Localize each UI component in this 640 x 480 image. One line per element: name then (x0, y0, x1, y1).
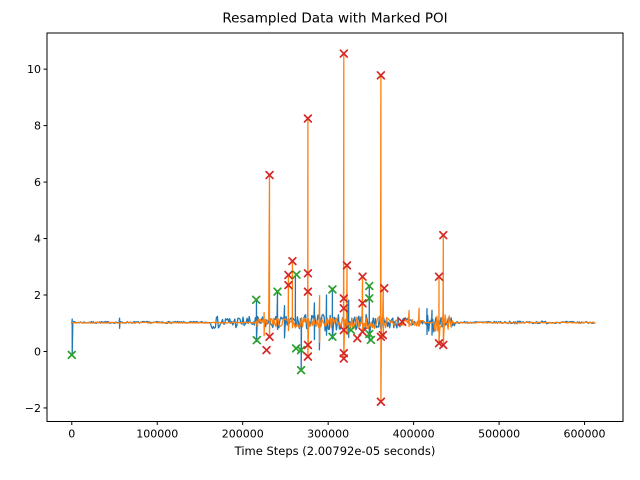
poi-x-marker (358, 298, 367, 308)
poi-x-marker (265, 332, 274, 342)
poi-x-marker (439, 230, 448, 240)
poi-x-marker (346, 325, 356, 335)
poi-x-marker (378, 330, 388, 340)
poi-x-marker (365, 294, 374, 303)
poi-x-marker (273, 287, 282, 296)
y-tick-label: 8 (34, 120, 41, 133)
poi-x-marker (328, 332, 337, 342)
x-tick-label: 100000 (136, 428, 178, 441)
plot-contents: 0 100000 200000 300000 400000 500000 600000 −2 0… (25, 49, 606, 441)
x-tick-label: 500000 (478, 428, 520, 441)
x-tick-label: 0 (68, 428, 75, 441)
poi-x-marker (339, 325, 349, 335)
series-signal-resampled-orange (71, 52, 596, 403)
marker-group-poi-marked-red (262, 49, 448, 406)
poi-x-marker (376, 71, 386, 80)
poi-x-marker (339, 304, 349, 313)
poi-x-marker (284, 270, 293, 280)
poi-x-marker (303, 269, 313, 278)
poi-x-marker (339, 354, 349, 363)
poi-x-marker (366, 335, 376, 345)
poi-x-marker (365, 281, 374, 291)
poi-x-marker (252, 335, 262, 345)
x-tick-label: 600000 (564, 428, 606, 441)
poi-x-marker (434, 339, 444, 348)
y-tick-label: 6 (34, 176, 41, 189)
poi-x-marker (328, 285, 337, 294)
poi-x-marker (303, 340, 313, 350)
y-tick-label: −2 (25, 402, 41, 415)
x-tick-label: 200000 (222, 428, 264, 441)
poi-x-marker (292, 270, 301, 279)
poi-x-marker (284, 280, 293, 290)
poi-x-marker (265, 170, 274, 180)
y-tick-label: 0 (34, 345, 41, 358)
poi-x-marker (397, 317, 407, 327)
poi-x-marker (379, 283, 389, 293)
poi-x-marker (303, 114, 313, 123)
x-tick-label: 300000 (307, 428, 349, 441)
poi-x-marker (439, 340, 448, 350)
marker-group-poi-secondary-green (67, 270, 376, 375)
poi-x-marker (353, 333, 362, 343)
poi-x-marker (291, 344, 301, 353)
poi-x-marker (303, 352, 313, 361)
poi-x-marker (376, 397, 386, 406)
poi-x-marker (339, 49, 349, 58)
x-axis-label: Time Steps (2.00792e-05 seconds) (234, 444, 436, 458)
poi-x-marker (342, 261, 352, 270)
poi-x-marker (358, 272, 367, 281)
poi-x-marker (262, 345, 271, 355)
poi-x-marker (434, 272, 444, 281)
poi-x-marker (251, 295, 261, 305)
x-tick-label: 400000 (393, 428, 435, 441)
y-tick-label: 10 (27, 63, 41, 76)
poi-x-marker (358, 327, 367, 336)
poi-x-marker (296, 345, 306, 355)
poi-x-marker (288, 256, 297, 266)
y-tick-label: 4 (34, 233, 41, 246)
poi-x-marker (303, 287, 313, 296)
poi-x-marker (67, 350, 77, 360)
plot-border (46, 32, 624, 422)
poi-x-marker (339, 294, 349, 303)
chart-title: Resampled Data with Marked POI (222, 11, 447, 27)
y-tick-label: 2 (34, 289, 41, 302)
poi-x-marker (296, 365, 306, 375)
